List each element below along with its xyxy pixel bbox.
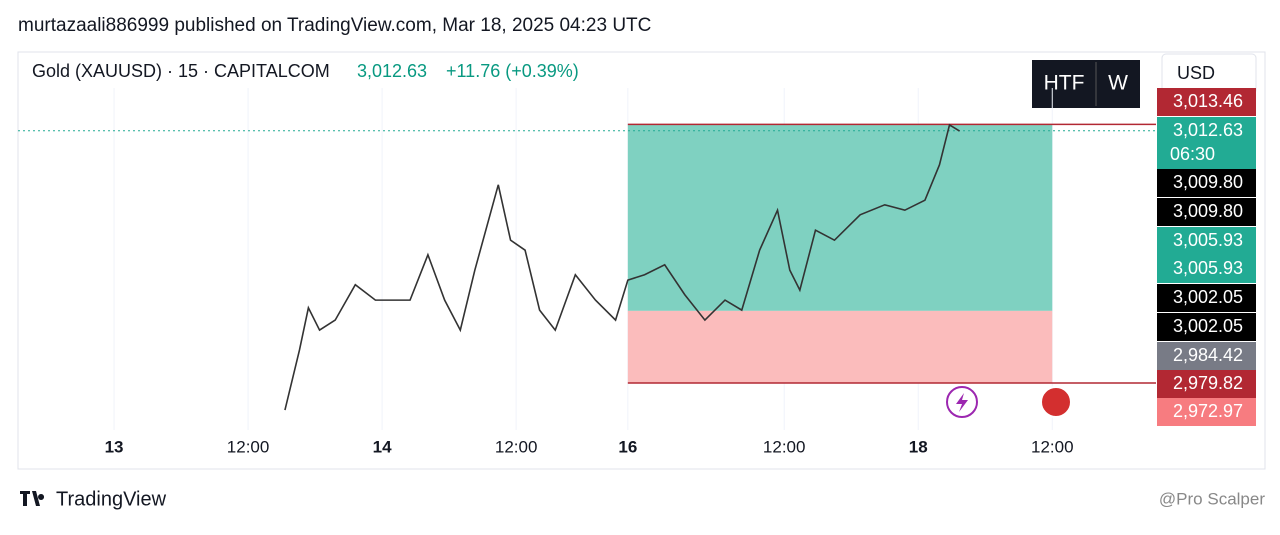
countdown: 06:30 <box>1170 144 1215 164</box>
tf-label[interactable]: W <box>1108 72 1128 95</box>
price-label: 3,005.93 <box>1173 230 1243 250</box>
price-label-bg <box>1157 117 1256 171</box>
chart-frame <box>17 51 1266 470</box>
price-label: 3,009.80 <box>1173 201 1243 221</box>
price-label-bg <box>1157 198 1256 226</box>
bolt <box>956 393 968 412</box>
price-line <box>284 123 960 411</box>
x-tick-label: 12:00 <box>763 437 806 456</box>
price-label: 3,013.46 <box>1173 91 1243 111</box>
x-tick-label: 18 <box>909 437 928 456</box>
stop-zone <box>627 310 1053 383</box>
price-label: 2,972.97 <box>1173 401 1243 421</box>
price-label-bg <box>1157 284 1256 312</box>
price-label: 2,984.42 <box>1173 345 1243 365</box>
price-label: 3,009.80 <box>1173 172 1243 192</box>
htf-widget <box>1032 60 1140 108</box>
x-tick-label: 16 <box>618 437 637 456</box>
price-label-bg <box>1157 255 1256 283</box>
price-label-bg <box>1157 227 1256 255</box>
x-tick-label: 12:00 <box>227 437 270 456</box>
symbol: Gold (XAUUSD) · 15 · CAPITALCOM <box>32 61 330 81</box>
price-label-bg <box>1157 398 1256 426</box>
plot: 13 12:00 14 12:00 16 12:00 18 12:00 3,013.46 3,01… <box>18 88 1256 456</box>
price-label: 2,979.82 <box>1173 373 1243 393</box>
price-change: +11.76 (+0.39%) <box>446 61 579 81</box>
price-label-bg <box>1157 342 1256 370</box>
target-zone <box>627 124 1053 311</box>
watermark: @Pro Scalper <box>1159 489 1265 508</box>
price-label: 3,005.93 <box>1173 258 1243 278</box>
price-label-bg <box>1157 370 1256 398</box>
publish-line: murtazaali886999 published on TradingVie… <box>18 15 651 36</box>
last-price: 3,012.63 <box>357 61 427 81</box>
price-label-bg <box>1157 88 1256 116</box>
price-label: 3,002.05 <box>1173 287 1243 307</box>
currency[interactable]: USD <box>1177 63 1215 83</box>
x-tick-label: 13 <box>105 437 124 456</box>
x-tick-label: 14 <box>373 437 392 456</box>
brand: TradingView <box>56 488 167 510</box>
price-label-bg <box>1157 169 1256 197</box>
us-flag-icon[interactable] <box>1040 386 1072 418</box>
price-label: 3,002.05 <box>1173 316 1243 336</box>
htf-label[interactable]: HTF <box>1044 72 1085 95</box>
x-tick-label: 12:00 <box>495 437 538 456</box>
x-tick-label: 12:00 <box>1031 437 1074 456</box>
price-label: 3,012.63 <box>1173 120 1243 140</box>
tv-logo <box>20 491 45 506</box>
price-label-bg <box>1157 313 1256 341</box>
